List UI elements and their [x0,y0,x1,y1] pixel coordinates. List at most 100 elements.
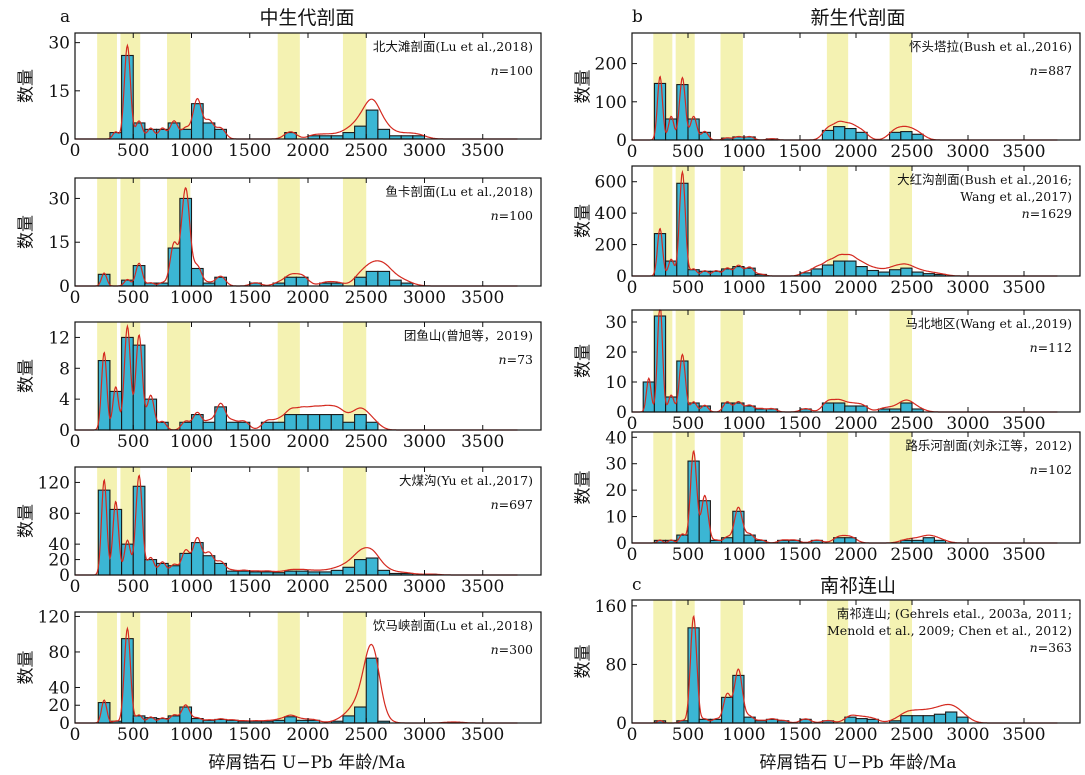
x-tick-label: 2500 [345,577,388,597]
histogram-bar [97,360,111,431]
x-tick-label: 1000 [722,414,765,434]
y-tick-label: 20 [605,481,627,501]
histogram-bar [377,569,391,576]
histogram-bar [653,233,667,277]
y-tick-label: 8 [59,359,70,379]
histogram-bar [365,557,379,576]
x-tick-label: 1000 [170,725,213,745]
histogram-bar [732,510,745,544]
x-tick-label: 2000 [286,725,329,745]
x-tick-label: 3000 [946,545,989,565]
histogram-bar [900,131,913,141]
histogram-bar [844,260,857,277]
histogram-bar [272,421,286,431]
sample-count: n=1629 [1022,206,1072,221]
highlight-band [342,467,367,575]
y-axis-label: 数量 [17,651,37,685]
y-tick-label: 200 [595,55,627,75]
x-tick-label: 0 [70,725,81,745]
chart-luolehe: 0 500 1000 1500 2000 2500 3000 3500010203040数量路… [574,428,1081,565]
source-label: 团鱼山(曾旭等，2019) [404,328,533,343]
histogram-bar [365,109,379,140]
highlight-band [97,178,117,286]
highlight-band [277,322,300,430]
highlight-band [720,310,743,412]
y-tick-label: 0 [616,131,627,151]
histogram-bar [284,716,297,724]
x-tick-label: 2000 [834,545,877,565]
source-label: 饮马峡剖面(Lu et al.,2018) [373,618,533,633]
x-tick-label: 1500 [228,432,271,452]
y-tick-label: 0 [59,421,70,441]
histogram-bar [354,559,367,576]
x-tick-label: 500 [117,432,149,452]
histogram-bar [933,713,947,724]
y-tick-label: 10 [605,373,627,393]
source-label: 南祁连山; (Gehrels etal., 2003a, 2011; [837,606,1072,621]
x-tick-label: 0 [70,288,81,308]
y-tick-label: 100 [595,93,627,113]
highlight-band [97,612,117,723]
x-tick-label: 2500 [890,414,933,434]
histogram-bar [179,706,193,724]
y-tick-label: 4 [59,390,70,410]
x-tick-label: 0 [627,278,638,298]
x-tick-label: 500 [117,577,149,597]
panel-letter-c: c [632,575,642,595]
x-tick-label: 500 [117,288,149,308]
y-tick-label: 200 [595,236,627,256]
histogram-bar [377,270,391,287]
x-tick-label: 3500 [461,432,504,452]
highlight-band [826,432,849,543]
x-tick-label: 3000 [403,288,446,308]
x-tick-label: 3500 [461,288,504,308]
x-tick-label: 2500 [890,545,933,565]
sample-count: n=73 [499,352,533,367]
x-tick-label: 1500 [778,142,821,162]
sample-count: n=100 [491,208,533,223]
histogram-bar [911,133,924,141]
highlight-band [653,600,673,723]
histogram-bar [365,421,379,431]
histogram-bar [354,414,367,431]
histogram-bar [900,715,913,724]
x-tick-label: 2500 [345,432,388,452]
x-tick-label: 500 [672,545,704,565]
histogram-bar [190,267,204,287]
y-tick-label: 120 [38,473,70,493]
x-tick-label: 500 [117,141,149,161]
histogram-bar [179,552,193,576]
x-axis-label-right: 碎屑锆石 U−Pb 年龄/Ma [760,753,957,773]
highlight-band [889,33,912,140]
highlight-band [167,467,191,575]
sample-count: n=112 [1030,340,1072,355]
histogram-bar [365,270,379,287]
histogram-bar [225,421,239,431]
x-tick-label: 3000 [403,432,446,452]
highlight-band [277,612,300,723]
x-tick-label: 3500 [461,725,504,745]
histogram-bar [889,131,902,141]
x-tick-label: 2000 [834,142,877,162]
histogram-bar [144,559,158,576]
y-tick-label: 80 [48,643,70,663]
x-tick-label: 500 [117,725,149,745]
x-tick-label: 3000 [403,725,446,745]
highlight-band [342,33,367,139]
x-tick-label: 3500 [1002,414,1045,434]
histogram-bar [179,128,193,140]
x-tick-label: 3500 [461,141,504,161]
x-tick-label: 1500 [228,577,271,597]
histogram-bar [653,315,667,413]
x-tick-label: 2000 [286,288,329,308]
histogram-bar [354,125,367,140]
highlight-band [277,33,300,139]
highlight-band [826,166,849,276]
histogram-bar [377,128,391,140]
sample-count: n=363 [1030,640,1072,655]
highlight-band [826,33,849,140]
histogram-bar [844,127,857,141]
chart-dahonggou: 0 500 1000 1500 2000 2500 3000 3500 0 200 400 600数量… [574,165,1081,298]
histogram-bar [144,717,158,724]
